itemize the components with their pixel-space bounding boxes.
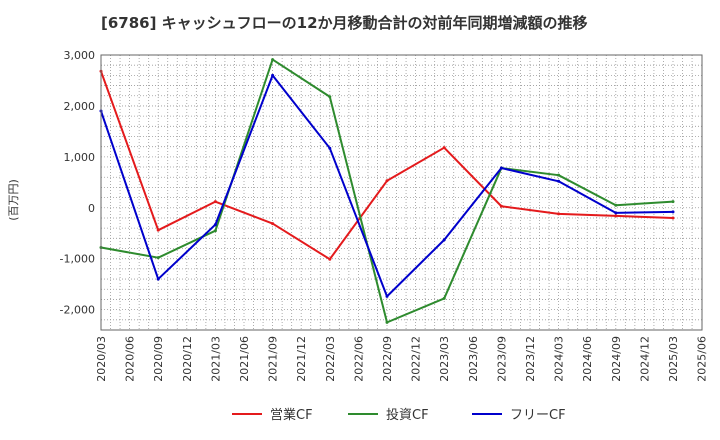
data-point (213, 200, 217, 204)
data-point (385, 294, 389, 298)
x-tick-label: 2024/09 (610, 336, 623, 382)
data-point (442, 238, 446, 242)
data-point (328, 95, 332, 99)
y-tick-label: 2,000 (64, 100, 96, 113)
x-tick-label: 2023/12 (524, 336, 537, 382)
x-tick-label: 2025/03 (667, 336, 680, 382)
chart-title: [6786] キャッシュフローの12か月移動合計の対前年同期増減額の推移 (101, 14, 588, 32)
data-point (156, 256, 160, 260)
data-point (156, 277, 160, 281)
data-point (271, 222, 275, 226)
plot-area-frame (100, 54, 703, 331)
x-tick-label: 2023/03 (438, 336, 451, 382)
legend-label: 投資CF (386, 407, 429, 423)
y-tick-label: -1,000 (60, 253, 95, 266)
y-tick-label: -2,000 (60, 304, 95, 317)
data-point (442, 296, 446, 300)
data-point (671, 210, 675, 214)
y-tick-label: 1,000 (64, 151, 96, 164)
data-point (385, 179, 389, 183)
x-tick-label: 2021/12 (295, 336, 308, 382)
data-point (671, 216, 675, 220)
x-tick-label: 2020/12 (181, 336, 194, 382)
x-tick-label: 2021/09 (267, 336, 280, 382)
x-tick-label: 2024/06 (581, 336, 594, 382)
data-point (385, 320, 389, 324)
x-tick-label: 2021/03 (209, 336, 222, 382)
y-tick-labels: 3,000 2,000 1,000 0 -1,000 -2,000 (60, 49, 95, 317)
y-axis-label: (百万円) (7, 179, 20, 221)
data-point (557, 173, 561, 177)
data-point (614, 214, 618, 218)
data-point (557, 179, 561, 183)
data-point (614, 203, 618, 207)
data-point (499, 166, 503, 170)
data-point (614, 211, 618, 215)
data-point (671, 200, 675, 204)
x-tick-label: 2025/06 (696, 336, 709, 382)
x-tick-label: 2022/06 (352, 336, 365, 382)
x-tick-label: 2022/12 (410, 336, 423, 382)
x-tick-label: 2023/06 (467, 336, 480, 382)
x-tick-label: 2020/09 (152, 336, 165, 382)
data-point (499, 204, 503, 208)
x-tick-label: 2023/09 (495, 336, 508, 382)
data-point (328, 146, 332, 150)
legend: 営業CF 投資CF フリーCF (232, 407, 566, 423)
y-tick-label: 0 (88, 202, 95, 215)
x-tick-label: 2020/06 (124, 336, 137, 382)
y-tick-label: 3,000 (64, 49, 96, 62)
data-point (442, 146, 446, 150)
data-point (271, 73, 275, 77)
data-point (213, 223, 217, 227)
x-tick-labels: 2020/03 2020/06 2020/09 2020/12 2021/03 2021/… (95, 336, 709, 382)
grid (101, 55, 702, 330)
data-point (213, 229, 217, 233)
x-tick-label: 2024/12 (638, 336, 651, 382)
x-tick-label: 2022/09 (381, 336, 394, 382)
x-tick-label: 2022/03 (324, 336, 337, 382)
data-point (557, 212, 561, 216)
series-line-フリーCF (100, 74, 674, 298)
data-point (271, 58, 275, 62)
series-lines (99, 58, 675, 324)
x-tick-label: 2024/03 (553, 336, 566, 382)
data-point (328, 257, 332, 261)
legend-label: フリーCF (510, 408, 566, 423)
legend-label: 営業CF (270, 407, 313, 423)
data-point (156, 228, 160, 232)
x-tick-label: 2021/06 (238, 336, 251, 382)
series-line-営業CF (100, 70, 674, 261)
x-tick-label: 2020/03 (95, 336, 108, 382)
